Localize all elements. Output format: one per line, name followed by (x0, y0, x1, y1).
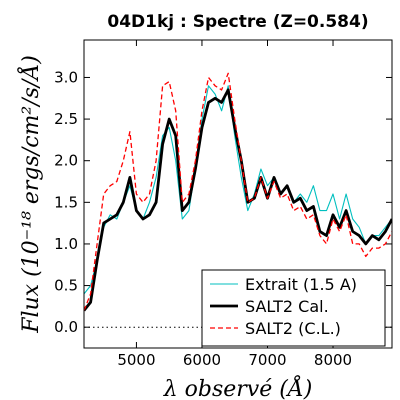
x-tick-label: 6000 (183, 351, 221, 369)
x-tick-label: 8000 (314, 351, 352, 369)
y-tick-label: 1.0 (54, 235, 78, 253)
x-tick-label: 7000 (248, 351, 286, 369)
chart-title: 04D1kj : Spectre (Z=0.584) (107, 12, 368, 32)
series-line-0 (84, 85, 392, 295)
legend-label-0: Extrait (1.5 A) (245, 275, 357, 294)
x-axis-label: λ observé (Å) (163, 374, 313, 400)
legend-box (201, 269, 386, 347)
y-tick-label: 2.5 (54, 110, 78, 128)
y-axis-label: Flux (10⁻¹⁸ ergs/cm²/s/Å) (16, 55, 44, 334)
y-tick-label: 2.0 (54, 152, 78, 170)
y-tick-label: 0.0 (54, 318, 78, 336)
plot-frame (83, 39, 393, 349)
legend: Extrait (1.5 A) SALT2 Cal. SALT2 (C.L.) (201, 269, 386, 347)
series-line-1 (84, 88, 392, 312)
y-tick-label: 1.5 (54, 193, 78, 211)
legend-label-2: SALT2 (C.L.) (245, 319, 341, 338)
y-tick-label: 3.0 (54, 68, 78, 86)
axis-ticks: 5000 6000 7000 8000 0.0 0.5 1.0 1.5 2.0 2.5 3.0 (54, 40, 392, 369)
series-line-2 (84, 72, 392, 311)
y-tick-label: 0.5 (54, 277, 78, 295)
legend-label-1: SALT2 Cal. (245, 297, 329, 316)
x-tick-label: 5000 (117, 351, 155, 369)
